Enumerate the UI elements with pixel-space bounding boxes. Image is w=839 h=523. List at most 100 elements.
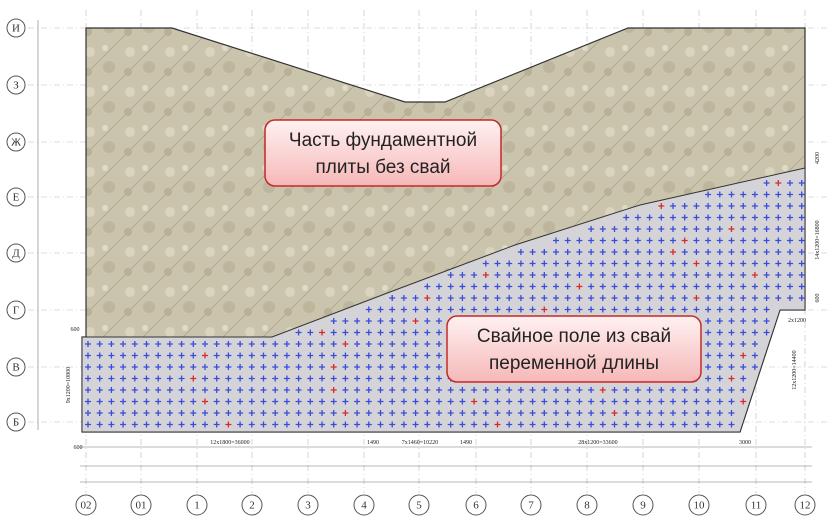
pile	[775, 203, 782, 209]
column-axis-label: 8	[584, 500, 590, 512]
pile	[319, 352, 325, 359]
pile	[611, 295, 618, 301]
pile	[506, 410, 513, 416]
pile	[787, 214, 793, 221]
pile	[611, 272, 618, 278]
pile	[670, 214, 676, 221]
pile	[728, 295, 735, 301]
pile	[529, 410, 536, 416]
pile	[447, 283, 454, 290]
pile	[237, 410, 244, 416]
pile	[436, 410, 442, 416]
pile	[716, 341, 723, 347]
pile	[447, 272, 454, 278]
pile	[400, 352, 407, 359]
pile	[319, 341, 325, 347]
pile	[634, 260, 641, 267]
pile	[693, 203, 700, 209]
pile	[506, 398, 513, 405]
pile	[716, 329, 723, 336]
pile	[670, 203, 676, 209]
pile	[705, 398, 712, 405]
dimension-label: 9х1200=10800	[66, 367, 72, 403]
pile	[599, 249, 606, 255]
pile	[681, 283, 688, 290]
pile	[670, 421, 676, 428]
pile	[178, 421, 185, 428]
pile	[237, 364, 244, 370]
pile	[330, 375, 337, 382]
pile	[611, 306, 618, 313]
pile	[155, 421, 162, 428]
pile	[424, 398, 431, 405]
pile	[553, 398, 559, 405]
callout-text: переменной длины	[489, 353, 659, 374]
pile	[716, 352, 723, 359]
pile	[424, 410, 431, 416]
pile	[541, 283, 548, 290]
pile	[623, 398, 630, 405]
pile	[213, 375, 220, 382]
pile	[740, 318, 747, 324]
pile	[85, 341, 91, 347]
pile	[248, 375, 255, 382]
pile	[482, 387, 489, 393]
pile	[319, 410, 325, 416]
pile	[307, 364, 314, 370]
column-axis-label: 12	[800, 500, 811, 512]
pile	[740, 329, 747, 336]
pile	[751, 260, 758, 267]
pile	[459, 410, 466, 416]
pile	[389, 318, 396, 324]
pile	[260, 387, 267, 393]
pile	[705, 295, 712, 301]
pile	[447, 306, 454, 313]
pile	[588, 283, 595, 290]
pile	[272, 410, 279, 416]
pile	[436, 341, 442, 347]
pile	[599, 226, 606, 232]
pile	[740, 249, 747, 255]
pile	[260, 375, 267, 382]
pile	[705, 260, 712, 267]
pile	[658, 421, 665, 428]
axis-bubble	[130, 494, 152, 516]
pile	[763, 203, 770, 209]
pile	[658, 410, 665, 416]
pile	[471, 283, 478, 290]
pile	[705, 421, 712, 428]
pile	[330, 352, 337, 359]
pile	[541, 387, 548, 393]
pile	[728, 421, 735, 428]
pile	[787, 226, 793, 232]
pile	[564, 260, 571, 267]
pile	[564, 421, 571, 428]
callout-box	[446, 315, 702, 383]
pile	[564, 272, 571, 278]
pile	[482, 283, 489, 290]
pile-marked	[482, 272, 489, 278]
axis-bubble	[6, 18, 26, 38]
pile	[330, 398, 337, 405]
pile	[389, 387, 396, 393]
pile	[400, 387, 407, 393]
pile	[237, 375, 244, 382]
axis-bubble	[745, 494, 767, 516]
pile	[237, 341, 244, 347]
pile	[670, 410, 676, 416]
pile	[529, 398, 536, 405]
pile	[365, 364, 372, 370]
pile	[588, 306, 595, 313]
pile	[693, 306, 700, 313]
column-axis-label: 7	[528, 500, 534, 512]
pile	[365, 306, 372, 313]
pile	[634, 410, 641, 416]
pile	[564, 387, 571, 393]
pile	[354, 421, 361, 428]
pile	[517, 272, 524, 278]
pile	[319, 364, 325, 370]
pile	[260, 341, 267, 347]
pile	[599, 237, 606, 244]
pile	[307, 341, 314, 347]
